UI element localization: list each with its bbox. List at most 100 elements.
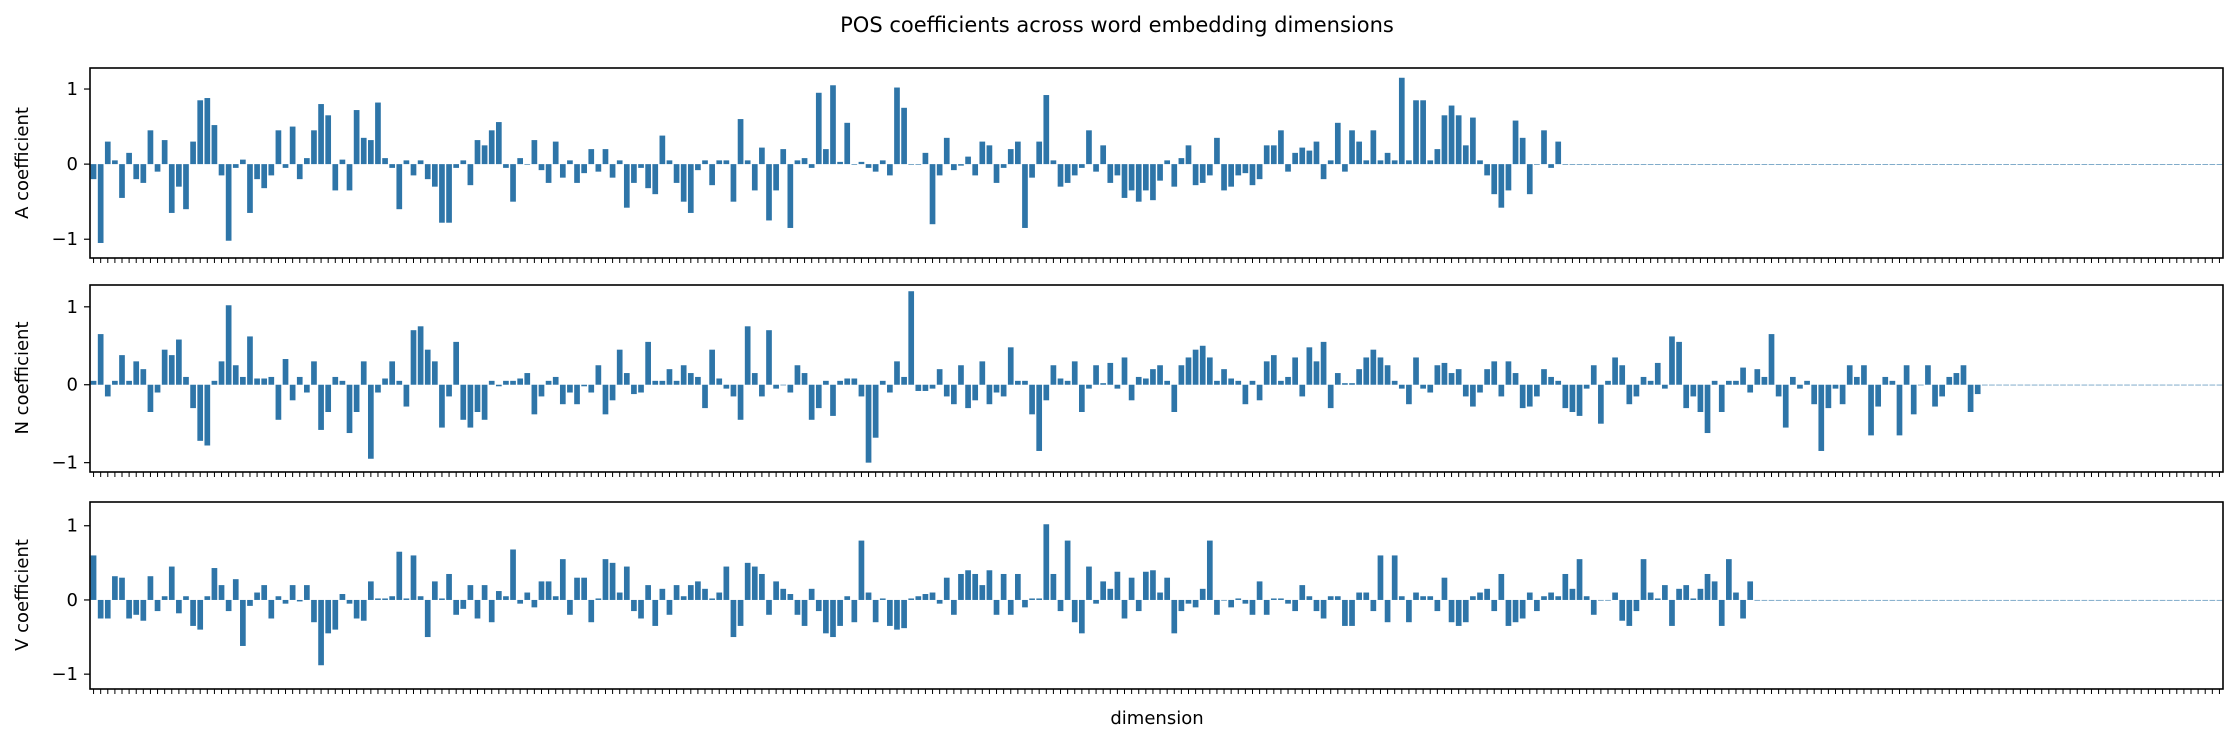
bar-n-0 (90, 380, 97, 385)
bar-a-255 (1903, 164, 1910, 165)
bar-v-21 (240, 599, 246, 646)
bar-a-77 (638, 164, 644, 168)
bar-v-135 (1050, 573, 1057, 600)
bar-n-135 (1050, 365, 1057, 385)
bar-a-144 (1114, 164, 1121, 176)
bar-v-207 (1562, 573, 1569, 600)
bar-a-288 (2138, 164, 2145, 165)
bar-a-261 (1946, 164, 1953, 165)
bar-n-254 (1896, 384, 1903, 436)
bar-v-202 (1526, 592, 1533, 600)
bar-a-23 (254, 164, 260, 180)
bar-n-65 (552, 376, 559, 385)
bar-a-157 (1206, 164, 1213, 176)
bar-a-213 (1605, 164, 1611, 165)
bar-v-1 (97, 599, 104, 619)
bar-v-74 (616, 592, 623, 600)
bar-a-174 (1327, 160, 1334, 165)
bar-n-67 (567, 384, 573, 393)
bar-n-162 (1242, 384, 1249, 405)
bar-v-150 (1157, 592, 1163, 600)
bar-a-148 (1142, 164, 1149, 191)
bar-a-211 (1590, 164, 1597, 165)
bar-v-49 (439, 598, 445, 600)
bar-a-60 (517, 158, 523, 165)
bar-v-14 (190, 599, 196, 626)
bar-a-128 (1000, 164, 1007, 168)
bar-a-155 (1192, 164, 1199, 186)
bar-n-54 (474, 384, 481, 412)
y-tick-label-a-1: 1 (67, 79, 78, 100)
bar-n-145 (1121, 357, 1128, 385)
bar-n-132 (1029, 384, 1035, 415)
bar-n-221 (1662, 384, 1668, 389)
bar-v-107 (851, 599, 858, 623)
bar-a-295 (2188, 164, 2194, 165)
bar-a-222 (1669, 164, 1675, 165)
bar-v-201 (1519, 599, 1526, 619)
bar-v-205 (1548, 592, 1554, 600)
bar-a-184 (1398, 77, 1405, 165)
bar-v-86 (702, 588, 708, 600)
bar-n-103 (823, 380, 829, 385)
bar-a-177 (1349, 130, 1355, 165)
y-ticks-n: −1 0 1 (51, 297, 90, 474)
bar-a-290 (2152, 164, 2159, 165)
bar-a-37 (353, 110, 360, 165)
bar-n-187 (1420, 384, 1426, 389)
bar-v-115 (908, 598, 915, 600)
bar-a-123 (965, 156, 971, 165)
bar-n-43 (396, 380, 403, 385)
bar-a-260 (1939, 164, 1945, 165)
bar-v-38 (360, 599, 367, 621)
bar-n-62 (531, 384, 538, 415)
bar-a-125 (979, 141, 986, 165)
bar-n-91 (737, 384, 744, 420)
bar-a-101 (808, 164, 815, 168)
bar-a-263 (1960, 164, 1967, 165)
bar-n-154 (1185, 357, 1192, 385)
bar-v-184 (1398, 596, 1405, 600)
bar-v-279 (2074, 599, 2081, 601)
bar-v-192 (1455, 599, 1462, 626)
bar-v-203 (1534, 599, 1540, 612)
bar-a-39 (368, 140, 374, 165)
bar-v-12 (176, 599, 182, 614)
bar-n-124 (972, 384, 979, 401)
bar-n-130 (1015, 380, 1021, 385)
bar-n-93 (751, 373, 758, 385)
bar-v-33 (325, 599, 332, 634)
bar-n-150 (1157, 365, 1163, 385)
bar-v-156 (1199, 588, 1206, 600)
bar-n-122 (958, 365, 964, 385)
bar-n-294 (2181, 384, 2187, 386)
bar-v-111 (879, 598, 886, 600)
bar-v-22 (247, 599, 253, 606)
bar-n-2 (104, 384, 111, 397)
bar-a-146 (1128, 164, 1135, 191)
bar-v-124 (972, 573, 979, 600)
bar-a-149 (1150, 164, 1156, 201)
bar-v-118 (929, 592, 936, 600)
bar-a-230 (1726, 164, 1732, 165)
bar-v-10 (161, 596, 168, 600)
bar-a-110 (872, 164, 879, 172)
bar-v-162 (1242, 599, 1249, 604)
bar-n-168 (1285, 376, 1291, 385)
bar-n-182 (1384, 365, 1391, 385)
bar-a-83 (680, 164, 687, 202)
bar-a-280 (2081, 164, 2088, 165)
bar-a-19 (225, 164, 232, 241)
bar-a-249 (1861, 164, 1867, 165)
bar-n-277 (2060, 384, 2066, 386)
bars-n (90, 291, 2223, 463)
bar-v-293 (2173, 599, 2180, 601)
bar-v-138 (1071, 599, 1078, 623)
bar-n-50 (446, 384, 452, 397)
bar-a-6 (133, 164, 140, 180)
bar-v-133 (1036, 598, 1043, 600)
bar-a-161 (1235, 164, 1242, 176)
bar-a-286 (2124, 164, 2130, 165)
bar-v-166 (1270, 598, 1277, 600)
bar-v-71 (595, 598, 602, 600)
